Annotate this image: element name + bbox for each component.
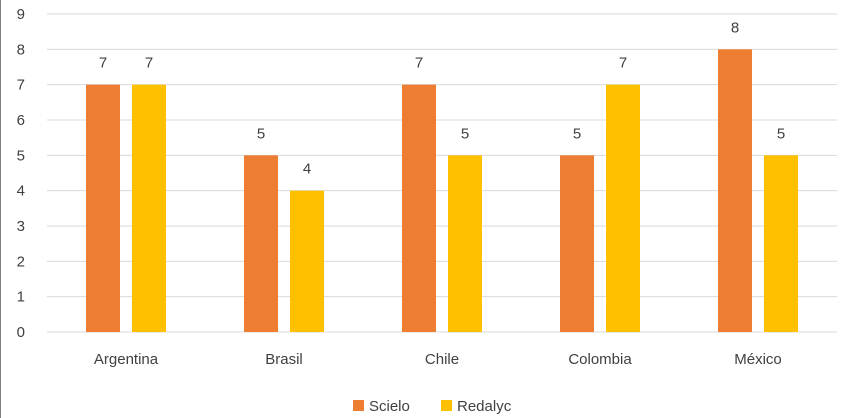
data-label: 5 [777,125,785,142]
category-label: México [734,351,782,368]
y-tick-label: 5 [17,147,25,164]
data-label: 5 [257,125,265,142]
y-tick-label: 0 [17,324,25,341]
bar-scielo-2 [402,84,436,333]
bar-redalyc-0 [132,84,166,333]
bar-redalyc-3 [606,84,640,333]
y-tick-label: 4 [17,183,25,200]
x-axis-category-labels: Argentina Brasil Chile Colombia México [94,351,782,368]
y-tick-label: 7 [17,77,25,94]
data-label: 7 [145,55,153,72]
data-label: 8 [731,19,739,36]
data-label: 7 [619,55,627,72]
legend-label: Scielo [369,398,410,415]
y-tick-label: 6 [17,112,25,129]
y-tick-label: 8 [17,41,25,58]
bar-scielo-3 [560,155,594,332]
data-labels: 7 7 5 4 7 5 5 7 8 5 [99,19,785,177]
bars [86,49,798,333]
bar-scielo-4 [718,49,752,332]
data-label: 5 [573,125,581,142]
bar-redalyc-1 [290,190,324,332]
category-label: Argentina [94,351,159,368]
data-label: 5 [461,125,469,142]
legend: Scielo Redalyc [353,398,512,415]
bar-scielo-1 [244,155,278,332]
category-label: Brasil [265,351,303,368]
data-label: 7 [415,55,423,72]
data-label: 7 [99,55,107,72]
gridlines [47,13,837,333]
y-tick-label: 1 [17,289,25,306]
y-tick-label: 2 [17,253,25,270]
category-label: Colombia [568,351,632,368]
category-label: Chile [425,351,459,368]
data-label: 4 [303,161,311,178]
y-tick-label: 3 [17,218,25,235]
bar-scielo-0 [86,84,120,333]
legend-swatch-redalyc [441,400,452,411]
y-tick-label: 9 [17,6,25,23]
bar-redalyc-2 [448,155,482,332]
bar-redalyc-4 [764,155,798,332]
y-axis-tick-labels: 0 1 2 3 4 5 6 7 8 9 [17,6,25,341]
legend-label: Redalyc [457,398,512,415]
legend-swatch-scielo [353,400,364,411]
